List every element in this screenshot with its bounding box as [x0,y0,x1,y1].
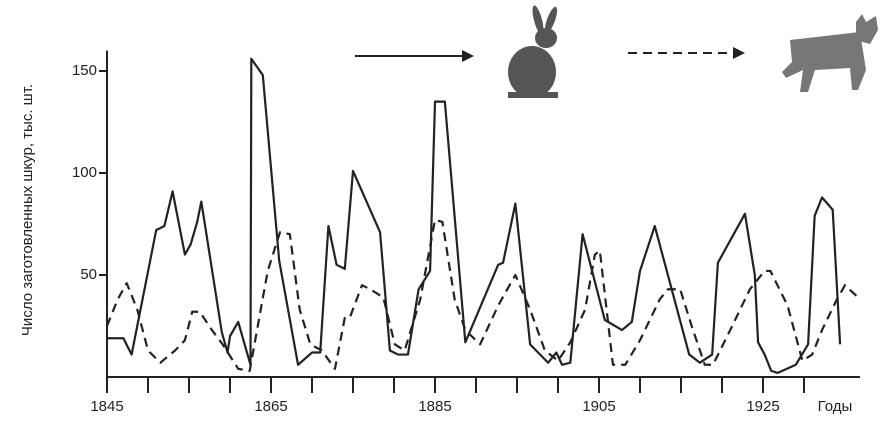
y-tick-label: 100 [72,164,97,181]
x-axis-label: Годы [818,398,853,415]
series-line [105,218,859,372]
legend-arrowhead [733,47,745,59]
y-axis-label: Число заготовленных шкур, тыс. шт. [19,84,36,336]
x-tick-label: 1865 [254,398,287,415]
hare-icon [508,5,558,98]
y-tick-label: 150 [72,62,97,79]
x-tick-label: 1885 [418,398,451,415]
y-tick-label: 50 [80,266,97,283]
x-tick-label: 1845 [90,398,123,415]
legend [355,5,878,98]
x-tick-label: 1925 [746,398,779,415]
legend-arrowhead [462,50,474,62]
x-tick-label: 1905 [582,398,615,415]
series-line [107,57,842,375]
lynx-icon [782,14,878,92]
